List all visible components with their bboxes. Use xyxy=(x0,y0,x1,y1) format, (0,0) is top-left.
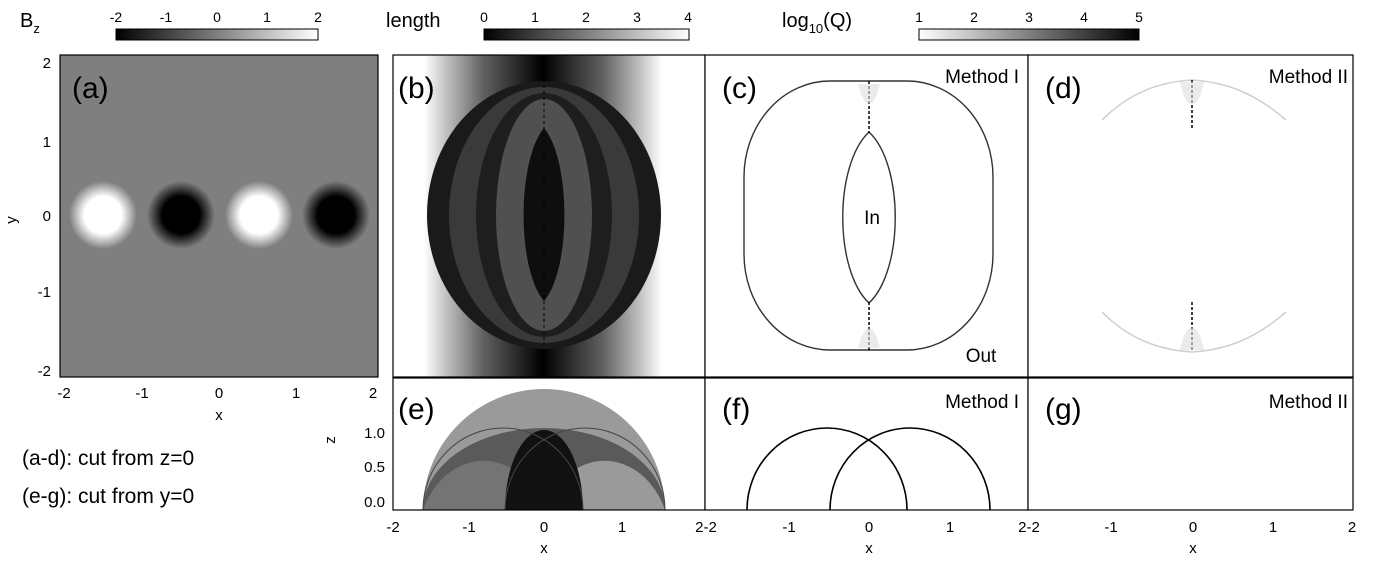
region-label-out: Out xyxy=(966,346,997,367)
axes-z: 1.0 0.5 0.0 z xyxy=(322,425,385,511)
x-tick: 2-2 xyxy=(1018,519,1040,536)
z-tick: 0.0 xyxy=(364,494,385,511)
x-axis-label: x xyxy=(1189,540,1197,557)
panel-f: (f) Method I xyxy=(704,377,1029,511)
qsl-arc-right xyxy=(829,427,991,511)
panel-label-e: (e) xyxy=(398,393,435,426)
x-tick: 0 xyxy=(540,519,548,536)
y-tick: -2 xyxy=(38,363,51,380)
panel-c: (c) Method I In Out xyxy=(704,54,1029,378)
y-tick: -1 xyxy=(38,284,51,301)
panel-label-f: (f) xyxy=(722,393,750,426)
panel-d: (d) Method II xyxy=(1027,54,1354,378)
colorbar-logq: log10(Q) 1 2 3 4 5 xyxy=(782,9,1143,41)
colorbar-logq-tick: 1 xyxy=(915,9,923,25)
method-label-g: Method II xyxy=(1269,392,1348,413)
method-label-c: Method I xyxy=(945,67,1019,88)
axes-a: 2 1 0 -1 -2 y -2 -1 0 1 2 x xyxy=(3,55,377,424)
x-tick: 0 xyxy=(215,385,223,402)
colorbar-bz-tick: -1 xyxy=(160,9,173,25)
x-tick: 2 xyxy=(369,385,377,402)
x-tick: 0 xyxy=(1189,519,1197,536)
colorbar-length-tick: 4 xyxy=(684,9,692,25)
z-tick: 0.5 xyxy=(364,459,385,476)
panel-label-g: (g) xyxy=(1045,393,1082,426)
colorbar-logq-tick: 3 xyxy=(1025,9,1033,25)
colorbar-length: length 0 1 2 3 4 xyxy=(386,9,692,41)
panel-label-a: (a) xyxy=(72,72,109,105)
y-tick: 0 xyxy=(43,208,51,225)
x-tick: 2 xyxy=(1348,519,1356,536)
colorbar-logq-tick: 2 xyxy=(970,9,978,25)
x-tick: -2 xyxy=(386,519,399,536)
colorbar-length-tick: 3 xyxy=(633,9,641,25)
x-tick: 1 xyxy=(618,519,626,536)
region-label-in: In xyxy=(864,208,880,229)
x-axis-label: x xyxy=(865,540,873,557)
colorbar-length-label: length xyxy=(386,10,441,32)
caption-note: (e-g): cut from y=0 xyxy=(22,485,195,508)
positive-polarity xyxy=(225,181,293,249)
colorbar-bz-tick: 2 xyxy=(314,9,322,25)
panel-a: (a) xyxy=(59,54,379,378)
x-tick: 2-2 xyxy=(695,519,717,536)
positive-polarity xyxy=(69,181,137,249)
colorbar-length-tick: 0 xyxy=(480,9,488,25)
x-tick: 1 xyxy=(1269,519,1277,536)
x-tick: 1 xyxy=(292,385,300,402)
method-label-d: Method II xyxy=(1269,67,1348,88)
caption-note: (a-d): cut from z=0 xyxy=(22,447,195,470)
x-axis-label: x xyxy=(215,407,223,424)
negative-polarity xyxy=(302,181,370,249)
x-tick: 0 xyxy=(865,519,873,536)
panel-label-d: (d) xyxy=(1045,72,1082,105)
panel-b: (b) xyxy=(392,54,706,378)
panel-label-b: (b) xyxy=(398,72,435,105)
colorbar-bz-tick: -2 xyxy=(110,9,123,25)
x-tick: -1 xyxy=(462,519,475,536)
y-tick: 2 xyxy=(43,55,51,72)
colorbar-bz-tick: 0 xyxy=(213,9,221,25)
axes-bottom: -2 -1 0 1 2-2 -1 0 1 2-2 -1 0 1 2 x x x xyxy=(386,519,1356,557)
colorbar-bz-tick: 1 xyxy=(263,9,271,25)
x-tick: -1 xyxy=(135,385,148,402)
x-tick: 1 xyxy=(946,519,954,536)
z-axis-label: z xyxy=(322,436,339,444)
colorbar-length-tick: 1 xyxy=(531,9,539,25)
panel-e: (e) xyxy=(392,377,706,511)
colorbar-bz: Bz -2 -1 0 1 2 xyxy=(20,9,322,41)
z-tick: 1.0 xyxy=(364,425,385,442)
x-tick: -2 xyxy=(57,385,70,402)
x-tick: -1 xyxy=(782,519,795,536)
panel-g: (g) Method II xyxy=(1027,377,1354,511)
negative-polarity xyxy=(147,181,215,249)
x-tick: -1 xyxy=(1104,519,1117,536)
method-label-f: Method I xyxy=(945,392,1019,413)
colorbar-logq-tick: 5 xyxy=(1135,9,1143,25)
colorbar-bz-label: Bz xyxy=(20,10,40,36)
y-axis-label: y xyxy=(3,216,20,224)
panel-label-c: (c) xyxy=(722,72,757,105)
colorbar-logq-tick: 4 xyxy=(1080,9,1088,25)
x-axis-label: x xyxy=(540,540,548,557)
y-tick: 1 xyxy=(43,134,51,151)
qsl-arc-left xyxy=(746,427,908,511)
colorbar-logq-label: log10(Q) xyxy=(782,10,852,36)
colorbar-length-tick: 2 xyxy=(582,9,590,25)
